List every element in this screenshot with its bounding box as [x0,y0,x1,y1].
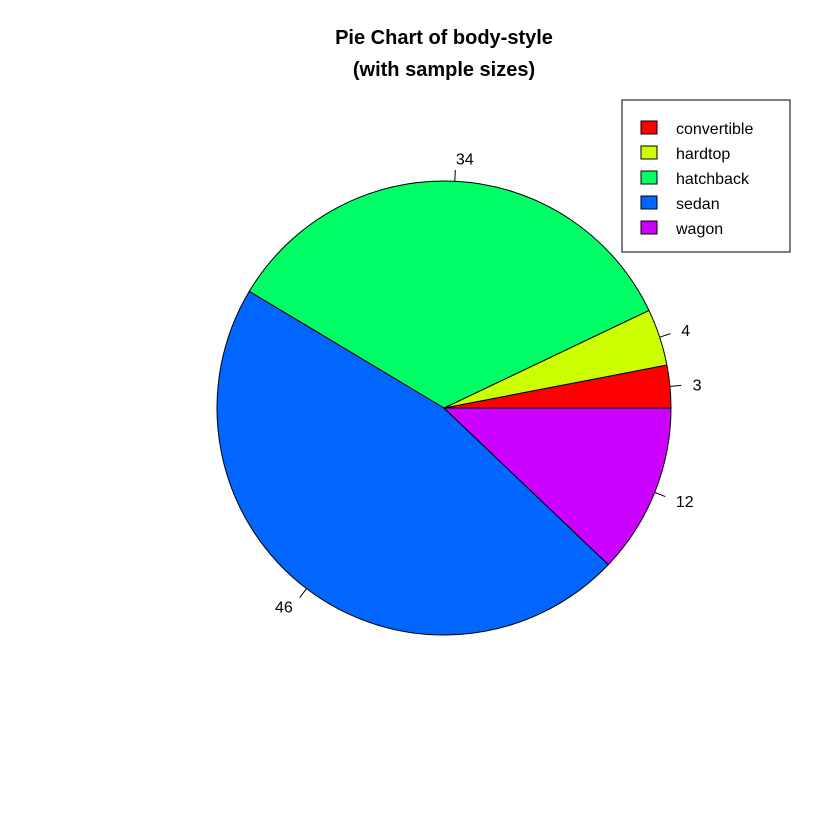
slice-tick-sedan [299,588,307,598]
pie-slices [216,180,672,636]
slice-labels: 3 4 34 46 12 [275,152,702,617]
slice-label-convertible: 3 [693,377,702,394]
legend-label-sedan: sedan [676,196,720,213]
chart-subtitle: (with sample sizes) [353,59,535,81]
slice-label-ticks [299,169,682,598]
legend-label-wagon: wagon [675,221,723,238]
legend-swatches [640,120,658,235]
legend-swatch-wagon [640,220,658,235]
legend-label-convertible: convertible [676,121,753,138]
legend-swatch-convertible [640,120,658,135]
legend-label-hardtop: hardtop [676,146,730,163]
chart-title: Pie Chart of body-style [335,27,553,49]
slice-label-sedan: 46 [275,600,293,617]
legend-swatch-sedan [640,195,658,210]
legend-label-hatchback: hatchback [676,171,750,188]
legend: convertible hardtop hatchback sedan wago… [621,99,791,253]
legend-swatch-hardtop [640,145,658,160]
slice-tick-wagon [654,491,666,498]
slice-label-hardtop: 4 [681,323,690,340]
slice-tick-hatchback [454,169,456,182]
pie-slice-sedan [216,290,609,636]
slice-label-wagon: 12 [676,494,694,511]
pie-slice-hatchback [248,180,650,409]
slice-tick-convertible [669,384,682,387]
legend-swatch-hatchback [640,170,658,185]
slice-label-hatchback: 34 [456,152,474,169]
slice-tick-hardtop [659,333,671,338]
